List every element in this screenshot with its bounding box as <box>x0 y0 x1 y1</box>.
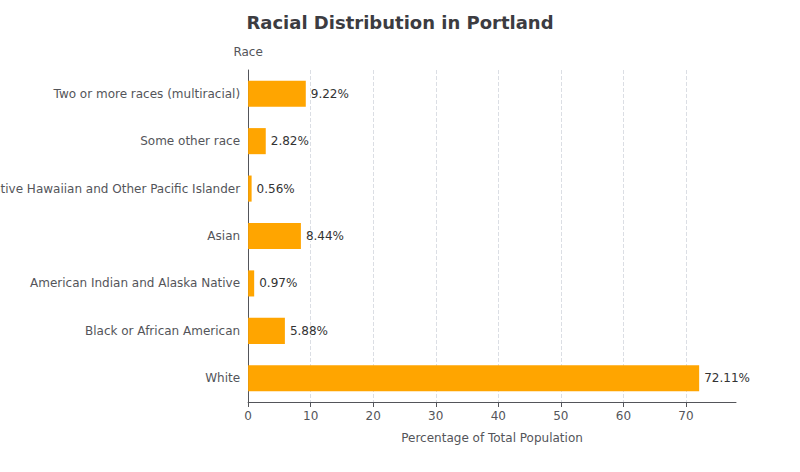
svg-text:Racial Distribution in Portlan: Racial Distribution in Portland <box>246 12 553 33</box>
svg-text:0.97%: 0.97% <box>259 276 297 290</box>
svg-text:2.82%: 2.82% <box>271 134 309 148</box>
svg-text:30: 30 <box>428 409 443 423</box>
svg-text:Some other race: Some other race <box>140 134 240 148</box>
svg-text:9.22%: 9.22% <box>311 87 349 101</box>
svg-text:Percentage of Total Population: Percentage of Total Population <box>401 431 583 445</box>
svg-text:10: 10 <box>303 409 318 423</box>
svg-text:70: 70 <box>678 409 693 423</box>
svg-text:Race: Race <box>233 45 262 59</box>
svg-text:5.88%: 5.88% <box>290 324 328 338</box>
svg-text:American Indian and Alaska Nat: American Indian and Alaska Native <box>30 276 240 290</box>
svg-text:20: 20 <box>366 409 381 423</box>
svg-text:Two or more races (multiracial: Two or more races (multiracial) <box>53 87 241 101</box>
svg-text:72.11%: 72.11% <box>704 371 750 385</box>
svg-text:0.56%: 0.56% <box>257 182 295 196</box>
svg-text:Asian: Asian <box>207 229 240 243</box>
svg-text:Black or African American: Black or African American <box>85 324 240 338</box>
svg-text:0: 0 <box>244 409 252 423</box>
svg-text:8.44%: 8.44% <box>306 229 344 243</box>
svg-text:40: 40 <box>491 409 506 423</box>
svg-text:White: White <box>205 371 240 385</box>
svg-text:50: 50 <box>553 409 568 423</box>
svg-text:Native Hawaiian and Other Paci: Native Hawaiian and Other Pacific Island… <box>0 182 240 196</box>
svg-text:60: 60 <box>616 409 631 423</box>
